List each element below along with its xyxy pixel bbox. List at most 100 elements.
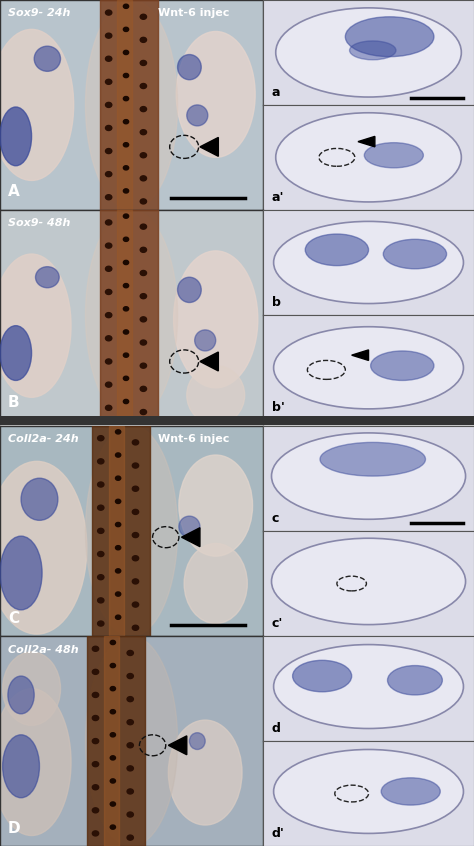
Bar [109,426,124,636]
Ellipse shape [0,30,73,180]
Circle shape [110,640,116,645]
Ellipse shape [383,239,447,269]
Ellipse shape [0,536,42,610]
Text: C: C [8,611,19,626]
Ellipse shape [168,720,242,825]
Circle shape [132,556,138,561]
Circle shape [110,802,116,806]
Bar [118,210,132,420]
Circle shape [116,499,121,503]
Text: b: b [272,296,281,309]
Ellipse shape [305,234,369,266]
Circle shape [116,569,121,573]
Circle shape [140,60,146,65]
Circle shape [140,14,146,19]
Ellipse shape [21,478,58,520]
Ellipse shape [173,251,258,387]
Circle shape [92,808,99,813]
Circle shape [106,80,112,85]
Circle shape [110,733,116,737]
Circle shape [106,243,112,248]
Text: c: c [272,512,279,525]
Ellipse shape [0,689,71,836]
Circle shape [123,27,128,31]
Circle shape [98,482,104,487]
Ellipse shape [346,17,434,57]
Ellipse shape [0,326,32,381]
Ellipse shape [3,652,61,725]
Text: d: d [272,722,281,735]
Ellipse shape [187,365,245,425]
Circle shape [132,440,138,445]
Circle shape [127,789,133,794]
Circle shape [106,10,112,15]
Circle shape [127,835,133,840]
Text: Coll2a- 48h: Coll2a- 48h [8,645,79,655]
Circle shape [123,119,128,124]
Circle shape [98,436,104,441]
Circle shape [98,459,104,464]
Ellipse shape [272,433,465,519]
Circle shape [140,224,146,229]
Circle shape [127,743,133,748]
Circle shape [92,785,99,790]
Circle shape [110,825,116,829]
Ellipse shape [179,516,200,537]
Circle shape [106,56,112,61]
Ellipse shape [292,661,352,692]
Circle shape [140,409,146,415]
Polygon shape [200,137,219,157]
Circle shape [123,166,128,170]
Ellipse shape [178,54,201,80]
Text: Sox9- 48h: Sox9- 48h [8,218,70,228]
Circle shape [106,33,112,38]
Circle shape [127,812,133,817]
Circle shape [140,271,146,276]
Polygon shape [200,352,219,371]
Circle shape [110,755,116,760]
Bar [100,0,158,210]
Circle shape [106,359,112,364]
Circle shape [98,552,104,557]
Circle shape [140,387,146,392]
Circle shape [140,316,146,321]
Circle shape [92,646,99,651]
Circle shape [106,220,112,225]
Circle shape [140,363,146,368]
Text: D: D [8,821,20,836]
Circle shape [140,37,146,42]
Circle shape [116,453,121,457]
Polygon shape [182,528,200,547]
Circle shape [106,266,112,272]
Circle shape [140,84,146,89]
Circle shape [123,283,128,288]
Circle shape [140,294,146,299]
Circle shape [106,382,112,387]
Ellipse shape [272,538,465,624]
Circle shape [92,761,99,766]
Circle shape [106,313,112,317]
Ellipse shape [273,327,464,409]
Circle shape [106,102,112,107]
Circle shape [98,621,104,626]
Bar [92,426,150,636]
Circle shape [132,509,138,514]
Ellipse shape [273,645,464,728]
Ellipse shape [3,735,39,798]
Ellipse shape [273,750,464,833]
Text: a: a [272,85,280,99]
Circle shape [140,176,146,181]
Circle shape [123,261,128,265]
Circle shape [123,330,128,334]
Ellipse shape [365,143,423,168]
Circle shape [106,336,112,341]
Circle shape [127,720,133,725]
Circle shape [110,710,116,714]
Ellipse shape [0,461,87,634]
Circle shape [92,692,99,697]
Circle shape [127,651,133,656]
Ellipse shape [190,733,205,750]
Circle shape [98,574,104,580]
Text: b': b' [272,401,284,415]
Ellipse shape [0,107,32,166]
